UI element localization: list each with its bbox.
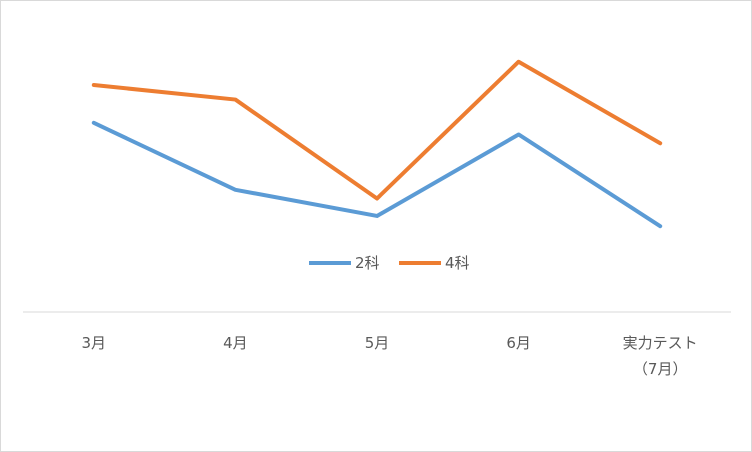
x-tick-label: 6月 <box>506 334 531 352</box>
x-tick-label: 5月 <box>364 334 390 352</box>
series-line <box>91 120 663 229</box>
legend-label: 2科 <box>355 254 380 272</box>
x-tick-label: 3月 <box>81 334 107 352</box>
legend-label: 4科 <box>445 254 470 272</box>
series-line <box>91 59 663 201</box>
x-tick-label: 実力テスト （7月） <box>622 334 698 378</box>
x-tick-label: 4月 <box>223 334 248 352</box>
